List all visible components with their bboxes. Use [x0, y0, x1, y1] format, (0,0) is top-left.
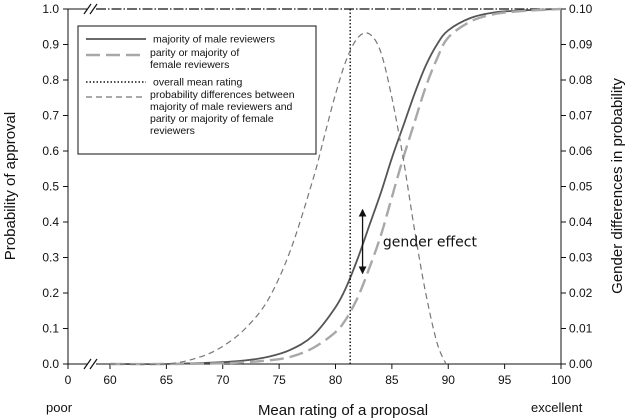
y-tick-label: 0.2 — [42, 286, 59, 300]
legend-label-female: parity or majority of female reviewers — [150, 47, 240, 71]
legend-box — [77, 25, 317, 155]
y2-tick-label: 0.05 — [569, 180, 593, 194]
difference-line — [109, 32, 447, 366]
y-tick-label: 0.0 — [42, 357, 59, 371]
x-tick-label: 85 — [385, 373, 399, 387]
y-tick-label: 0.1 — [42, 322, 59, 336]
y2-tick-label: 0.04 — [569, 215, 593, 229]
y-tick-label: 0.9 — [42, 38, 59, 52]
series-layer — [109, 7, 562, 366]
x-axis-ticks: 0 60 65 70 75 80 85 90 95 100 — [65, 364, 571, 387]
axis-break-mark — [83, 3, 92, 15]
y-tick-label: 0.8 — [42, 73, 59, 87]
y2-axis-title: Gender differences in probability — [609, 78, 626, 294]
y2-tick-label: 0.01 — [569, 322, 593, 336]
x-tick-label: 0 — [65, 373, 72, 387]
x-tick-label: 70 — [216, 373, 230, 387]
y-tick-label: 1.0 — [42, 2, 59, 16]
legend-label-male: majority of male reviewers — [153, 34, 275, 46]
y-tick-label: 0.7 — [42, 109, 59, 123]
y2-tick-label: 0.08 — [569, 73, 593, 87]
y2-tick-label: 0.10 — [569, 2, 593, 16]
series-male-line — [109, 8, 562, 366]
y-tick-label: 0.6 — [42, 144, 59, 158]
legend: majority of male reviewers parity or maj… — [77, 25, 317, 155]
y-tick-label: 0.4 — [42, 215, 59, 229]
x-tick-label: 95 — [498, 373, 512, 387]
y-axis-title: Probability of approval — [2, 112, 19, 260]
y2-axis-ticks: 0.00 0.01 0.02 0.03 0.04 0.05 0.06 0.07 0.08 0.09… — [561, 2, 593, 371]
x-tick-label: 100 — [551, 373, 571, 387]
series-female-line — [109, 7, 562, 366]
axis-break-mark — [89, 3, 98, 15]
x-tick-label: 65 — [160, 373, 174, 387]
y-tick-label: 0.3 — [42, 251, 59, 265]
y-tick-label: 0.5 — [42, 180, 59, 194]
legend-label-diff: probability differences between majority… — [150, 89, 295, 137]
axis-break-mark — [89, 358, 98, 370]
y2-tick-label: 0.07 — [569, 109, 593, 123]
x-axis-title: Mean rating of a proposal — [258, 402, 428, 419]
y2-tick-label: 0.06 — [569, 144, 593, 158]
annotation-layer: gender effect — [358, 208, 478, 275]
y2-tick-label: 0.02 — [569, 286, 593, 300]
gender-effect-label: gender effect — [383, 235, 478, 251]
legend-label-mean: overall mean rating — [153, 77, 242, 89]
x-axis-right-label: excellent — [531, 400, 583, 415]
axis-break-mark — [83, 358, 92, 370]
x-tick-label: 90 — [442, 373, 456, 387]
y2-tick-label: 0.09 — [569, 38, 593, 52]
y2-tick-label: 0.03 — [569, 251, 593, 265]
x-tick-label: 80 — [329, 373, 343, 387]
y-axis-ticks: 0.0 0.1 0.2 0.3 0.4 0.5 0.6 0.7 0.8 0.9 1.0 — [42, 2, 68, 371]
x-axis-left-label: poor — [46, 400, 73, 415]
x-tick-label: 60 — [103, 373, 117, 387]
x-tick-label: 75 — [272, 373, 286, 387]
y2-tick-label: 0.00 — [569, 357, 593, 371]
